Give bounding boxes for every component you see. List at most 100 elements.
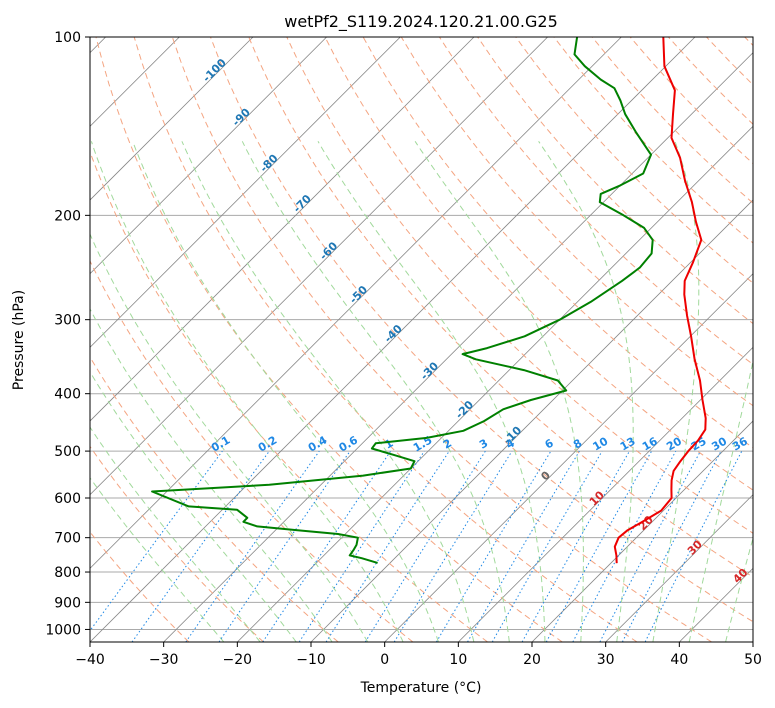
dry-adiabat-line: [286, 37, 753, 534]
moist-adiabat-line: [181, 141, 475, 642]
moist-adiabat-line: [90, 232, 369, 642]
moist-adiabat-line: [317, 141, 546, 642]
dry-adiabat-line: [90, 259, 414, 642]
dry-adiabat-label: -20: [453, 398, 476, 421]
isotherm-line: [605, 494, 753, 642]
mixing-ratio-line: [393, 450, 513, 642]
isotherm-line: [384, 273, 753, 642]
x-tick-label: 20: [523, 652, 541, 668]
x-tick-label: 10: [449, 652, 467, 668]
y-axis: 1000 900 800 700 600 500 400 300 200 100: [45, 30, 90, 638]
moist-adiabat-line: [538, 141, 634, 642]
mixing-ratio-line: [262, 450, 392, 642]
moist-adiabat-line: [725, 536, 753, 642]
y-tick-label: 600: [54, 491, 81, 507]
mixing-ratio-line: [545, 450, 653, 642]
mixing-ratio-line: [185, 450, 320, 642]
isotherm-line: [90, 37, 327, 275]
dry-adiabat-line: [133, 37, 638, 642]
mixing-ratio-line: [644, 450, 743, 642]
dry-adiabat-line: [90, 356, 339, 642]
isotherm-line: [531, 420, 753, 642]
dry-adiabat-line: [95, 37, 563, 642]
mixing-ratio-label: 3: [477, 437, 490, 452]
plot-background-lines: [90, 37, 753, 642]
mixing-ratio-line: [325, 450, 450, 642]
moist-adiabat-line: [241, 141, 510, 642]
x-tick-label: −30: [149, 652, 179, 668]
sounding-series: [151, 37, 707, 564]
y-tick-label: 200: [54, 208, 81, 224]
isotherm-line: [90, 37, 622, 569]
isotherm-line: [752, 641, 753, 642]
dry-adiabat-label: -60: [317, 239, 340, 262]
moist-adiabat-line: [90, 370, 297, 642]
y-tick-label: 1000: [45, 622, 81, 638]
mixing-ratio-label: 6: [543, 436, 556, 451]
isotherm-line: [458, 346, 753, 642]
y-axis-title: Pressure (hPa): [11, 290, 27, 390]
adiabat-labels: 0.1 0.2 0.4 0.6 1 1.5 2 3 4 6 8 10 13 16 20 25 30 36-100-…: [200, 56, 750, 586]
dry-adiabat-label: -30: [418, 359, 441, 382]
isotherm-line: [163, 52, 753, 642]
moist-adiabat-line: [90, 141, 404, 642]
x-tick-label: 50: [744, 652, 762, 668]
isotherm-line: [310, 199, 753, 642]
mixing-ratio-label: 2: [441, 437, 454, 452]
isotherm-line: [90, 37, 254, 201]
dry-adiabat-label: -40: [382, 322, 405, 345]
x-tick-label: −20: [223, 652, 253, 668]
y-tick-label: 400: [54, 387, 81, 403]
dry-adiabat-line: [324, 37, 753, 491]
dewpoint-line: [151, 37, 654, 564]
dry-adiabat-line: [90, 445, 264, 642]
x-axis: −40 −30 −20 −10 0 10 20 30 40 50: [75, 642, 762, 668]
isotherm-line: [237, 125, 753, 642]
isotherm-line: [90, 37, 475, 422]
temperature-line: [613, 37, 707, 564]
x-tick-label: 0: [380, 652, 389, 668]
dry-adiabat-label: -80: [257, 152, 280, 175]
isotherm-line: [90, 37, 696, 642]
y-tick-label: 300: [54, 313, 81, 329]
moist-adiabat-line: [90, 308, 333, 642]
plot-frame: [89, 36, 754, 643]
y-tick-label: 800: [54, 565, 81, 581]
y-tick-label: 500: [54, 444, 81, 460]
dry-adiabat-line: [591, 37, 753, 204]
moist-adiabat-label: 10: [587, 488, 607, 508]
x-tick-label: −10: [296, 652, 326, 668]
x-axis-title: Temperature (°C): [360, 680, 482, 696]
x-tick-label: −40: [75, 652, 105, 668]
y-tick-label: 900: [54, 595, 81, 611]
isotherm-line: [90, 37, 548, 496]
dry-adiabat-line: [515, 37, 753, 284]
x-tick-label: 30: [597, 652, 615, 668]
moist-adiabat-line: [132, 141, 439, 642]
mixing-ratio-line: [521, 450, 630, 642]
y-tick-label: 700: [54, 531, 81, 547]
chart-title: wetPf2_S119.2024.120.21.00.G25: [284, 12, 558, 32]
moist-adiabat-line: [90, 476, 225, 642]
mixing-ratio-line: [298, 450, 425, 642]
moist-adiabat-line: [414, 141, 584, 642]
dry-adiabat-line: [553, 37, 753, 244]
y-tick-label: 100: [54, 30, 81, 46]
dry-adiabat-line: [706, 37, 753, 86]
mixing-ratio-line: [218, 450, 351, 642]
mixing-ratio-line: [364, 450, 486, 642]
moist-adiabat-line: [90, 426, 261, 642]
dry-adiabat-line: [90, 531, 190, 642]
dry-adiabat-line: [248, 37, 753, 578]
x-tick-label: 40: [670, 652, 688, 668]
moist-adiabat-line: [652, 141, 700, 642]
dry-adiabat-line: [171, 37, 712, 642]
mixing-ratio-line: [572, 450, 677, 642]
mixing-ratio-line: [435, 450, 552, 642]
dry-adiabat-line: [210, 37, 753, 623]
dry-adiabat-line: [668, 37, 753, 125]
dry-adiabat-label: -100: [200, 56, 229, 85]
dry-adiabat-label: -50: [347, 283, 370, 306]
mixing-ratio-line: [90, 450, 223, 632]
